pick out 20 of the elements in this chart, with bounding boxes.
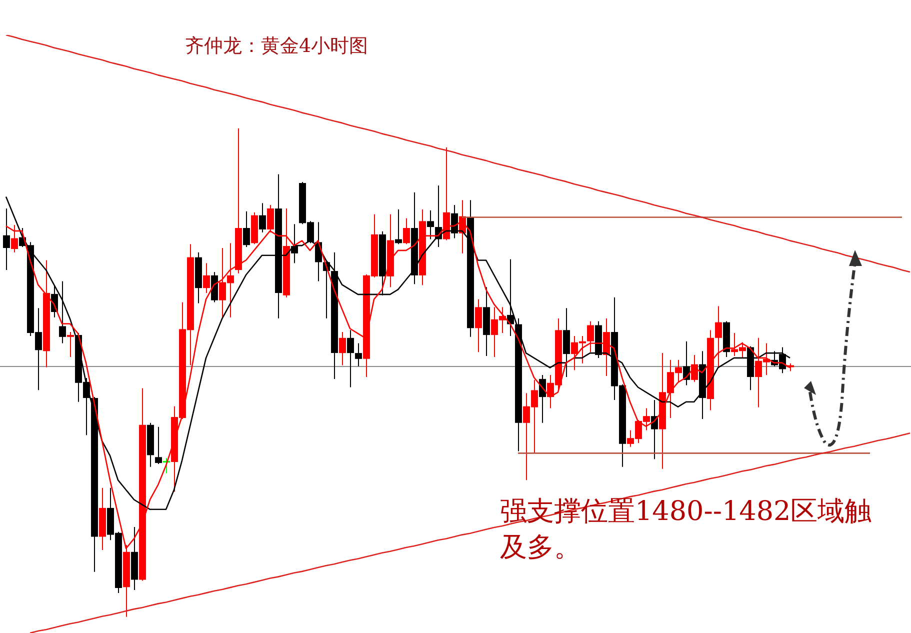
candlestick [563, 308, 570, 378]
candlestick [259, 202, 266, 233]
candlestick [243, 210, 250, 248]
candlestick [291, 224, 298, 264]
candlestick [715, 306, 722, 368]
candlestick [475, 298, 482, 353]
candlestick [355, 342, 362, 367]
candlestick [395, 208, 402, 245]
candlestick [403, 218, 410, 245]
chart-title: 齐仲龙：黄金4小时图 [185, 34, 368, 59]
candlestick [67, 332, 74, 358]
candlestick [203, 262, 210, 294]
candlestick [427, 210, 434, 240]
candlestick [3, 208, 10, 270]
candlestick [11, 224, 18, 253]
candlestick [155, 426, 162, 464]
candlestick [347, 330, 354, 388]
candlestick [339, 332, 346, 366]
candlestick [59, 280, 66, 344]
candlestick [587, 320, 594, 353]
